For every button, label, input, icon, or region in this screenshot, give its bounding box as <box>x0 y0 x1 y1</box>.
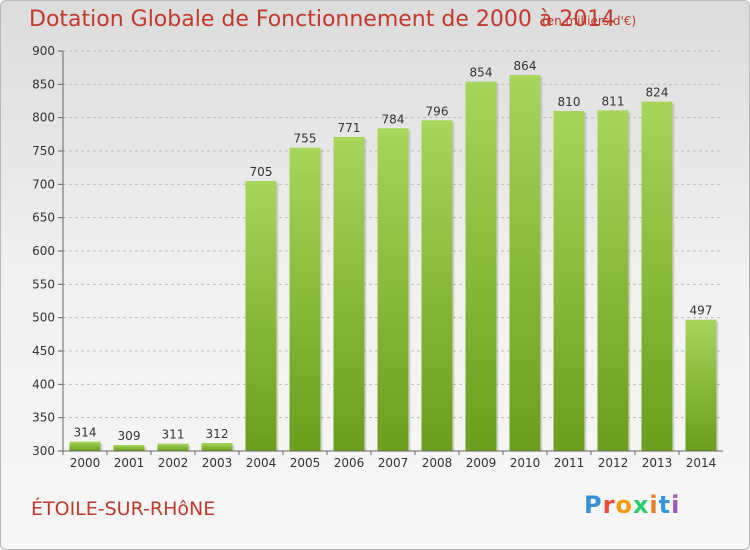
y-tick-label: 700 <box>32 177 55 191</box>
y-tick-label: 900 <box>32 44 55 58</box>
y-tick-label: 550 <box>32 277 55 291</box>
y-tick-label: 850 <box>32 77 55 91</box>
town-name: ÉTOILE-SUR-RHôNE <box>31 498 216 520</box>
x-tick-label-2010: 2010 <box>510 456 541 470</box>
x-tick-label-2003: 2003 <box>202 456 233 470</box>
y-tick-label: 450 <box>32 344 55 358</box>
bar-2011 <box>553 111 585 451</box>
y-tick-label: 650 <box>32 211 55 225</box>
y-tick-label: 800 <box>32 111 55 125</box>
data-label-2001: 309 <box>118 429 141 443</box>
bar-2003 <box>201 443 233 451</box>
x-tick-label-2006: 2006 <box>334 456 365 470</box>
x-tick-label-2007: 2007 <box>378 456 409 470</box>
x-tick-label-2004: 2004 <box>246 456 277 470</box>
bar-2001 <box>113 445 145 451</box>
bar-2014 <box>685 319 717 451</box>
x-tick-label-2001: 2001 <box>114 456 145 470</box>
y-tick-label: 350 <box>32 411 55 425</box>
x-tick-label-2011: 2011 <box>554 456 585 470</box>
x-tick-label-2013: 2013 <box>642 456 673 470</box>
bar-2002 <box>157 443 189 451</box>
logo-letter: t <box>658 491 672 519</box>
logo-letter: x <box>632 491 650 519</box>
data-label-2000: 314 <box>74 426 97 440</box>
data-label-2009: 854 <box>470 66 493 80</box>
bar-2008 <box>421 120 453 451</box>
data-label-2005: 755 <box>294 132 317 146</box>
bar-2005 <box>289 147 321 451</box>
x-tick-label-2002: 2002 <box>158 456 189 470</box>
data-label-2011: 810 <box>558 95 581 109</box>
logo-letter: o <box>615 491 633 519</box>
chart-title: Dotation Globale de Fonctionnement de 20… <box>29 7 616 32</box>
axis-layer: 300 350 400 450 500 550 600 650 700 750 800 850 900 2… <box>32 44 723 470</box>
y-tick-label: 600 <box>32 244 55 258</box>
data-label-2014: 497 <box>690 304 713 318</box>
bar-2013 <box>641 101 673 452</box>
data-label-2006: 771 <box>338 121 361 135</box>
data-label-2004: 705 <box>250 165 273 179</box>
data-label-2012: 811 <box>602 94 625 108</box>
y-tick-label: 500 <box>32 311 55 325</box>
x-tick-label-2014: 2014 <box>686 456 717 470</box>
y-tick-label: 300 <box>32 444 55 458</box>
y-tick-label: 750 <box>32 144 55 158</box>
logo-letter: r <box>602 491 616 519</box>
data-label-2013: 824 <box>646 86 669 100</box>
x-tick-label-2005: 2005 <box>290 456 321 470</box>
bar-2007 <box>377 128 409 451</box>
x-tick-label-2012: 2012 <box>598 456 629 470</box>
x-tick-label-2000: 2000 <box>70 456 101 470</box>
bar-2012 <box>597 110 629 451</box>
data-label-2007: 784 <box>382 112 405 126</box>
logo-letter: i <box>671 491 681 519</box>
logo-letter: i <box>649 491 659 519</box>
bar-2006 <box>333 137 365 451</box>
data-label-2008: 796 <box>426 104 449 118</box>
bar-2004 <box>245 181 277 451</box>
data-label-2002: 311 <box>162 428 185 442</box>
data-label-2010: 864 <box>514 59 537 73</box>
x-tick-label-2009: 2009 <box>466 456 497 470</box>
bar-layer: 314 309 311 312 705 755 771 784 796 854 864 810 811 8… <box>69 59 719 452</box>
logo-letter: P <box>584 491 603 519</box>
proxiti-logo: Proxiti <box>584 491 680 519</box>
bar-2000 <box>69 441 101 451</box>
unit-note: (en milliers d'€) <box>542 14 637 28</box>
y-tick-label: 400 <box>32 377 55 391</box>
bar-2010 <box>509 75 541 451</box>
x-tick-label-2008: 2008 <box>422 456 453 470</box>
data-label-2003: 312 <box>206 427 229 441</box>
bar-2009 <box>465 81 497 452</box>
